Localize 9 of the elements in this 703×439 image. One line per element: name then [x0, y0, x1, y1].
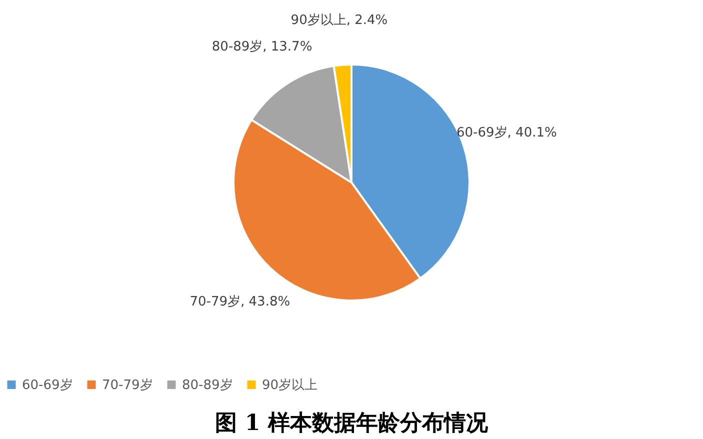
data-label: 90岁以上, 2.4%: [290, 12, 388, 28]
data-label: 80-89岁, 13.7%: [212, 39, 312, 54]
legend-label: 70-79岁: [102, 378, 153, 393]
legend-label: 80-89岁: [182, 378, 233, 393]
legend-label: 60-69岁: [22, 378, 73, 393]
data-label: 60-69岁, 40.1%: [456, 126, 557, 141]
legend-label: 90岁以上: [262, 378, 318, 393]
text: 图 1 样本数据年龄分布情况: [215, 410, 489, 436]
data-label: 70-79岁, 43.8%: [190, 294, 290, 310]
